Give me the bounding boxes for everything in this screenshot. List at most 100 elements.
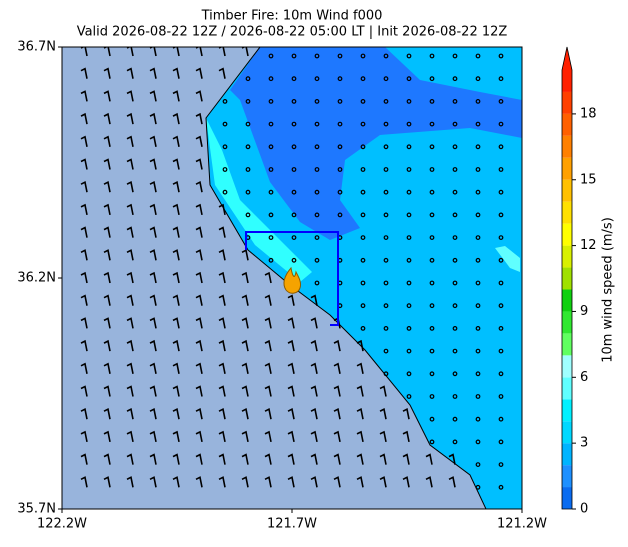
calm-marker	[452, 303, 458, 309]
barb	[103, 181, 111, 193]
barb	[356, 362, 364, 374]
barb	[149, 135, 157, 147]
calm-marker	[314, 212, 320, 218]
calm-marker	[498, 76, 504, 82]
barb	[103, 67, 111, 79]
barb	[264, 339, 272, 352]
barb	[172, 271, 180, 284]
barb	[310, 430, 318, 443]
calm-marker	[498, 53, 504, 59]
calm-marker	[429, 257, 435, 263]
calm-marker	[337, 144, 343, 150]
calm-marker	[452, 326, 458, 331]
calm-marker	[314, 76, 320, 82]
calm-marker	[383, 371, 389, 377]
calm-marker	[498, 235, 504, 241]
calm-marker	[452, 76, 458, 82]
barb	[126, 112, 134, 125]
calm-marker	[498, 371, 504, 377]
barb	[172, 385, 180, 397]
dark-field	[230, 47, 522, 240]
barb	[149, 294, 157, 306]
calm-marker	[291, 189, 297, 195]
barb	[80, 317, 88, 329]
calm-marker	[245, 98, 251, 104]
calm-marker	[360, 167, 366, 172]
calm-marker	[498, 98, 504, 104]
barb	[103, 408, 111, 420]
barb	[264, 408, 272, 420]
barb	[195, 408, 203, 420]
calm-marker	[268, 235, 274, 241]
barb	[80, 408, 88, 420]
calm-marker	[360, 235, 366, 241]
barb	[80, 203, 88, 216]
calm-marker	[383, 303, 389, 309]
barb	[218, 203, 226, 216]
barb	[172, 317, 180, 329]
calm-marker	[360, 144, 366, 150]
calm-marker	[314, 280, 320, 286]
barb	[402, 430, 410, 443]
calm-marker	[498, 416, 504, 422]
barb	[80, 181, 88, 193]
calm-marker	[452, 348, 458, 354]
calm-marker	[337, 212, 343, 218]
barb	[264, 317, 272, 329]
calm-marker	[360, 257, 366, 263]
barb	[195, 430, 203, 443]
barb	[149, 112, 157, 125]
barb	[448, 476, 456, 488]
barb	[149, 249, 157, 261]
barb	[379, 453, 387, 465]
barb	[103, 453, 111, 465]
barb	[241, 294, 249, 306]
colorbar-band	[562, 179, 572, 202]
barb	[379, 476, 387, 488]
barb	[80, 271, 88, 284]
calm-marker	[498, 167, 504, 172]
calm-marker	[337, 76, 343, 82]
barb	[195, 453, 203, 465]
barb	[333, 362, 341, 374]
calm-marker	[429, 53, 435, 59]
barb	[310, 453, 318, 465]
barb	[172, 112, 180, 125]
calm-marker	[291, 235, 297, 241]
barb	[195, 226, 203, 238]
calm-marker	[406, 394, 412, 399]
barb	[402, 453, 410, 465]
calm-marker	[245, 212, 251, 218]
barb	[264, 476, 272, 488]
title: Timber Fire: 10m Wind f000	[201, 9, 383, 24]
calm-marker	[429, 280, 435, 286]
calm-marker	[360, 98, 366, 104]
calm-marker	[383, 121, 389, 127]
barb	[287, 317, 295, 329]
barb	[149, 339, 157, 352]
barb	[149, 226, 157, 238]
barb	[126, 271, 134, 284]
colorbar-band	[562, 245, 572, 268]
calm-marker	[406, 144, 412, 150]
calm-marker	[383, 257, 389, 263]
calm-marker	[268, 53, 274, 59]
calm-marker	[429, 167, 435, 172]
barb	[218, 453, 226, 465]
barb	[80, 67, 88, 79]
y-tick-label: 36.7N	[17, 40, 56, 55]
colorbar-label: 10m wind speed (m/s)	[601, 217, 616, 363]
y-tick-label: 36.2N	[17, 271, 56, 286]
barb	[310, 317, 318, 329]
calm-marker	[475, 144, 481, 150]
barb	[310, 476, 318, 488]
barb	[379, 430, 387, 443]
barb	[264, 362, 272, 374]
colorbar-tick-label: 12	[580, 238, 597, 253]
calm-marker	[452, 416, 458, 422]
barb	[356, 476, 364, 488]
colorbar-band	[562, 289, 572, 312]
barb	[310, 408, 318, 420]
barb	[195, 90, 203, 102]
barb	[103, 339, 111, 352]
